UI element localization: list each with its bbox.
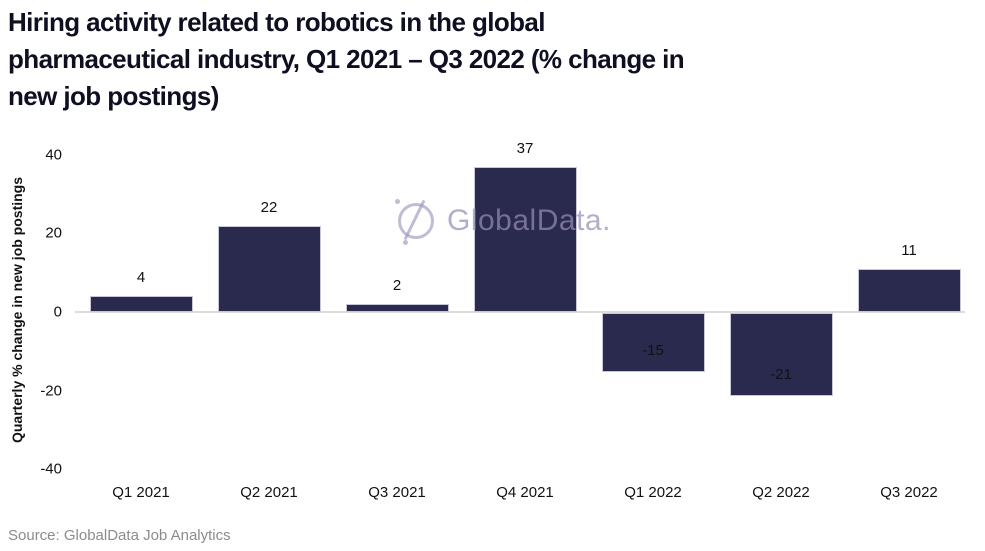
x-tick-q2-2021: Q2 2021 bbox=[240, 484, 298, 501]
bar-q1-2022 bbox=[601, 313, 705, 372]
chart-title-line: Hiring activity related to robotics in t… bbox=[8, 7, 546, 37]
x-tick-q3-2022: Q3 2022 bbox=[880, 484, 938, 501]
zero-gridline bbox=[75, 311, 965, 313]
y-tick-0: 0 bbox=[53, 303, 62, 321]
x-tick-q1-2021: Q1 2021 bbox=[112, 484, 170, 501]
data-label-q3-2022: 11 bbox=[901, 242, 917, 259]
logo-circle bbox=[398, 203, 434, 239]
bar-q3-2021 bbox=[345, 304, 449, 312]
chart-title-line: pharmaceutical industry, Q1 2021 – Q3 20… bbox=[8, 44, 685, 74]
bar-q4-2021 bbox=[473, 167, 577, 312]
chart-title: Hiring activity related to robotics in t… bbox=[8, 4, 685, 115]
logo-dot bbox=[403, 240, 408, 245]
data-label-q3-2021: 2 bbox=[392, 277, 402, 294]
x-tick-q2-2022: Q2 2022 bbox=[752, 484, 810, 501]
y-tick-20: 20 bbox=[45, 224, 62, 242]
logo-dot bbox=[395, 199, 400, 204]
x-tick-q1-2022: Q1 2022 bbox=[624, 484, 682, 501]
x-tick-q3-2021: Q3 2021 bbox=[368, 484, 426, 501]
source-note: Source: GlobalData Job Analytics bbox=[8, 527, 231, 544]
bar-q2-2021 bbox=[217, 226, 321, 312]
data-label-q1-2022: -15 bbox=[642, 342, 664, 359]
x-tick-q4-2021: Q4 2021 bbox=[496, 484, 554, 501]
logo-slash bbox=[403, 199, 426, 241]
data-label-q2-2022: -21 bbox=[770, 366, 792, 383]
chart-title-line: new job postings) bbox=[8, 81, 219, 111]
globaldata-logo-icon bbox=[394, 197, 436, 245]
data-label-q2-2021: 22 bbox=[260, 199, 278, 216]
bar-q3-2022 bbox=[857, 269, 961, 312]
data-label-q4-2021: 37 bbox=[516, 140, 534, 157]
data-label-q1-2021: 4 bbox=[136, 269, 146, 286]
bar-q1-2021 bbox=[89, 296, 193, 312]
y-tick-40: 40 bbox=[45, 146, 62, 164]
y-tick--40: -40 bbox=[40, 460, 62, 478]
bar-q2-2022 bbox=[729, 313, 833, 396]
y-tick--20: -20 bbox=[40, 382, 62, 400]
